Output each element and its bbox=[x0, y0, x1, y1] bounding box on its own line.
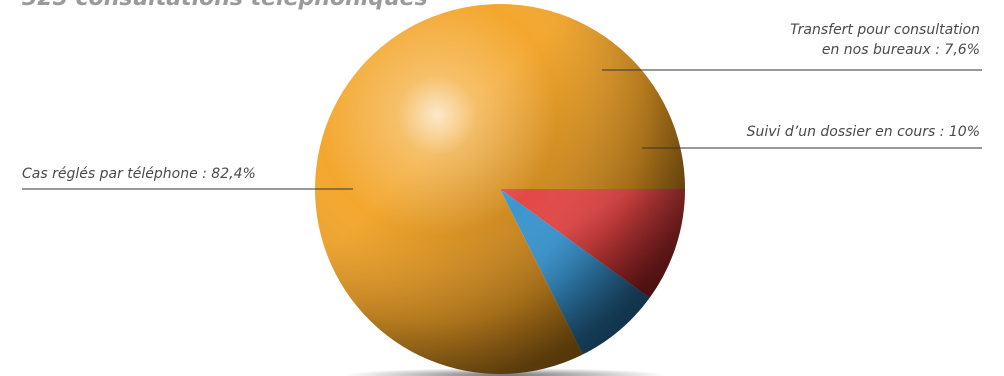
label-transfert: Transfert pour consultation en nos burea… bbox=[790, 20, 980, 60]
label-transfert-line2: en nos bureaux : 7,6% bbox=[821, 42, 980, 58]
label-cas-regles: Cas réglés par téléphone : 82,4% bbox=[22, 164, 256, 184]
chart-title: 325 consultations téléphoniques bbox=[22, 0, 428, 11]
label-suivi-text: Suivi d’un dossier en cours : 10% bbox=[746, 124, 980, 140]
label-cas-regles-text: Cas réglés par téléphone : 82,4% bbox=[22, 166, 256, 182]
label-transfert-line1: Transfert pour consultation bbox=[790, 22, 980, 38]
label-suivi: Suivi d’un dossier en cours : 10% bbox=[747, 122, 980, 142]
